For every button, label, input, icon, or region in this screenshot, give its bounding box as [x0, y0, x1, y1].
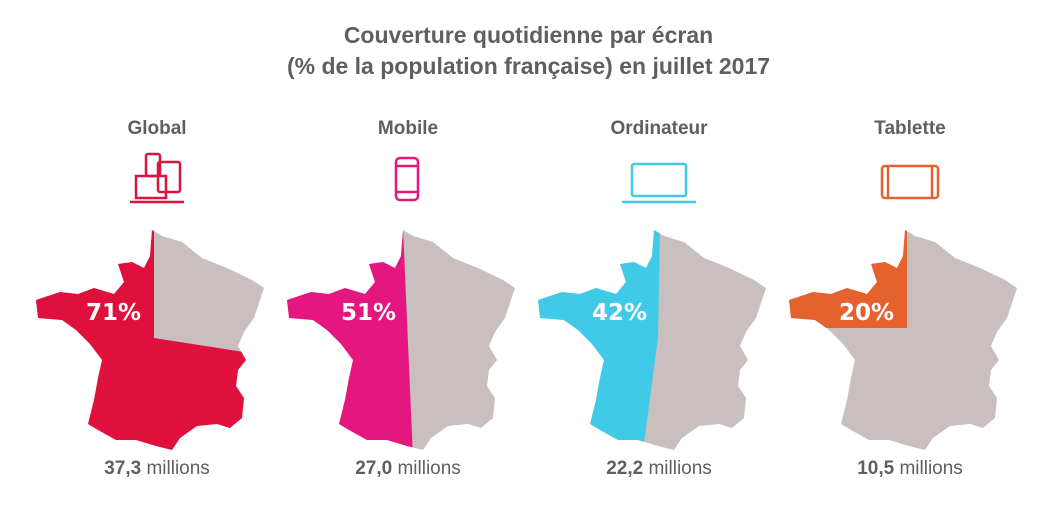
panel-label-mobile: Mobile	[377, 118, 439, 139]
value-label-global: 71%	[86, 300, 142, 326]
millions-value-mobile: 27,0	[355, 458, 393, 479]
value-label-tablette: 20%	[839, 300, 895, 326]
millions-unit-global: millions	[146, 458, 210, 479]
france-map-ordinateur	[538, 230, 766, 450]
panel-label-global: Global	[127, 118, 187, 139]
chart-title-line1: Couverture quotidienne par écran	[343, 22, 714, 48]
laptop-icon	[622, 162, 696, 204]
millions-unit-ordinateur: millions	[648, 458, 712, 479]
panel-global: Global 71% 37,3 millions	[32, 110, 282, 510]
map-coverage	[287, 230, 413, 450]
map-remainder	[789, 230, 1017, 450]
millions-tablette: 10,5 millions	[785, 458, 1035, 480]
value-label-mobile: 51%	[341, 300, 397, 326]
millions-ordinateur: 22,2 millions	[534, 458, 784, 480]
value-label-ordinateur: 42%	[592, 300, 648, 326]
panel-mobile: Mobile 51% 27,0 millions	[283, 110, 533, 510]
panel-ordinateur: Ordinateur 42% 22,2 millions	[534, 110, 784, 510]
millions-global: 37,3 millions	[32, 458, 282, 480]
millions-mobile: 27,0 millions	[283, 458, 533, 480]
france-map-global	[36, 230, 264, 450]
millions-value-tablette: 10,5	[857, 458, 895, 479]
panel-tablette: Tablette 20% 10,5 millions	[785, 110, 1035, 510]
tablet-icon	[880, 164, 940, 200]
millions-unit-mobile: millions	[397, 458, 461, 479]
multi-device-icon	[130, 152, 184, 204]
millions-value-global: 37,3	[104, 458, 142, 479]
france-map-mobile	[287, 230, 515, 450]
map-coverage	[538, 230, 660, 450]
panel-label-tablette: Tablette	[874, 118, 946, 139]
millions-unit-tablette: millions	[899, 458, 963, 479]
millions-value-ordinateur: 22,2	[606, 458, 644, 479]
chart-title-line2: (% de la population française) en juille…	[286, 53, 771, 79]
panel-label-ordinateur: Ordinateur	[610, 118, 708, 139]
smartphone-icon	[394, 156, 420, 202]
france-map-tablette	[789, 230, 1017, 450]
